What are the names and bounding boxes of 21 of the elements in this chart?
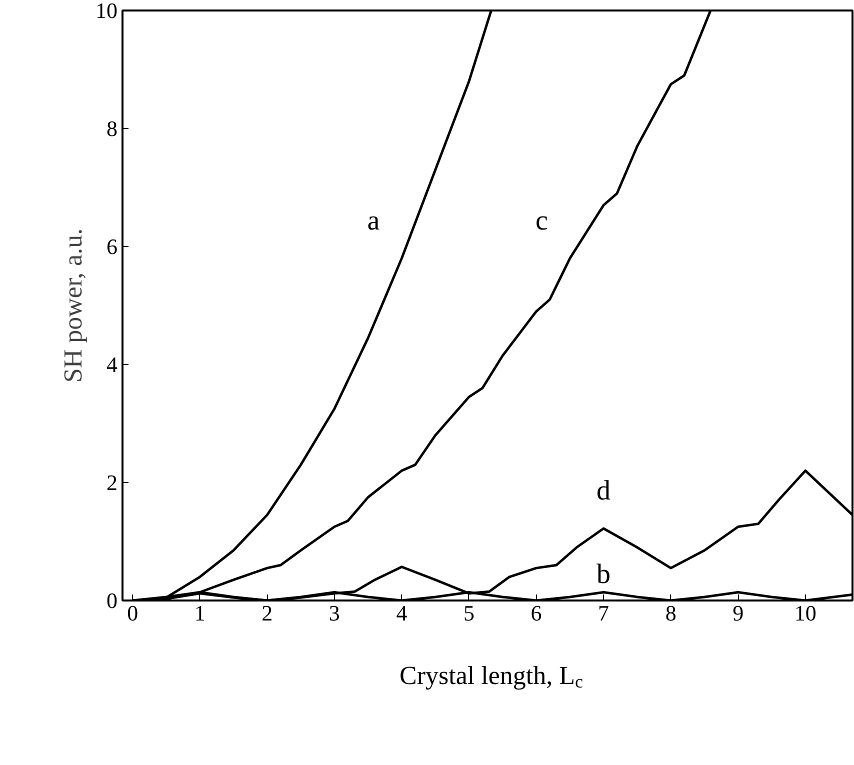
- y-axis-title: SH power, a.u.: [58, 228, 88, 383]
- x-tick-label: 5: [464, 600, 474, 626]
- x-tick-label: 4: [396, 600, 408, 626]
- series-label: d: [596, 476, 611, 507]
- y-tick-label: 2: [106, 470, 118, 495]
- series-label: c: [535, 205, 548, 236]
- x-tick-label: 1: [194, 600, 206, 626]
- x-tick-label: 6: [530, 600, 542, 626]
- x-tick-label: 10: [794, 600, 816, 626]
- x-tick-label: 8: [665, 600, 676, 626]
- x-tick-label: 9: [732, 600, 744, 626]
- x-tick-label: 0: [127, 600, 138, 626]
- x-tick-label: 2: [262, 600, 273, 626]
- y-tick-label: 4: [106, 352, 118, 377]
- series-label: a: [367, 205, 380, 236]
- x-tick-label: 3: [328, 600, 340, 626]
- y-tick-label: 6: [106, 234, 118, 259]
- x-tick-label: 7: [598, 600, 610, 626]
- y-tick-label: 8: [106, 116, 118, 141]
- series-label: b: [596, 559, 611, 590]
- y-tick-label: 10: [96, 0, 118, 23]
